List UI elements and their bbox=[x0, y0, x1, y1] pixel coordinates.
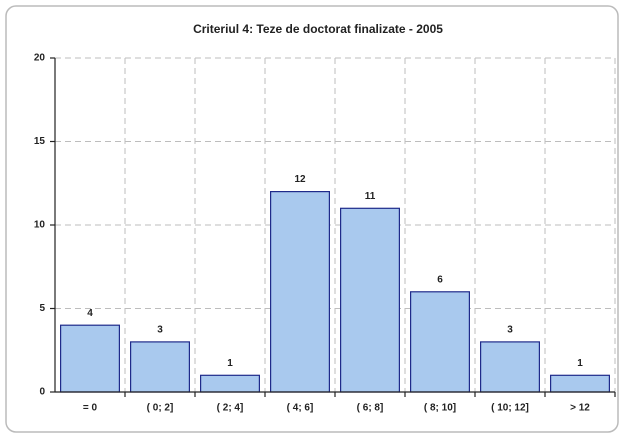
x-tick-label: ( 10; 12] bbox=[491, 403, 529, 414]
bar bbox=[130, 341, 191, 393]
data-label: 1 bbox=[227, 358, 233, 369]
x-tick-label: ( 6; 8] bbox=[357, 403, 384, 414]
data-label: 3 bbox=[507, 325, 513, 336]
y-tick-label: 0 bbox=[39, 387, 45, 398]
bar bbox=[270, 191, 331, 393]
x-tick-label: ( 4; 6] bbox=[287, 403, 314, 414]
data-label: 6 bbox=[437, 274, 443, 285]
x-tick-label: ( 8; 10] bbox=[424, 403, 456, 414]
bar bbox=[200, 374, 261, 393]
bar bbox=[410, 291, 471, 393]
y-tick-label: 15 bbox=[34, 136, 46, 147]
y-tick-label: 10 bbox=[34, 220, 46, 231]
bar bbox=[340, 207, 401, 393]
bar bbox=[59, 324, 120, 393]
y-tick-label: 20 bbox=[34, 53, 46, 64]
data-label: 3 bbox=[157, 325, 163, 336]
data-label: 11 bbox=[365, 191, 376, 202]
x-tick-label: ( 0; 2] bbox=[147, 403, 174, 414]
bar bbox=[549, 374, 610, 393]
data-label: 1 bbox=[577, 358, 583, 369]
y-tick-label: 5 bbox=[39, 303, 45, 314]
x-tick-label: > 12 bbox=[570, 403, 590, 414]
x-tick-label: = 0 bbox=[83, 403, 98, 414]
x-tick-label: ( 2; 4] bbox=[217, 403, 244, 414]
bar bbox=[480, 341, 541, 393]
chart-title: Criteriul 4: Teze de doctorat finalizate… bbox=[193, 22, 443, 36]
data-label: 12 bbox=[294, 174, 306, 185]
data-label: 4 bbox=[87, 308, 93, 319]
